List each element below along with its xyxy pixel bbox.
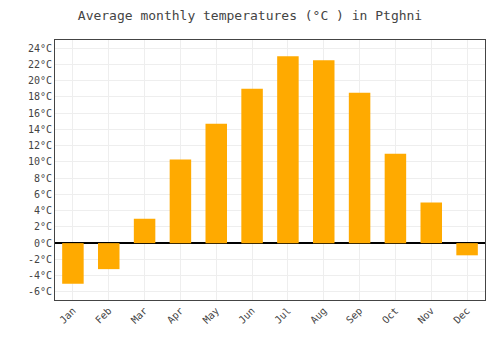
svg-text:Jul: Jul [272, 305, 293, 326]
svg-text:Dec: Dec [451, 305, 472, 326]
svg-text:12°C: 12°C [28, 140, 52, 151]
svg-text:Sep: Sep [344, 305, 365, 326]
svg-text:-4°C: -4°C [28, 270, 52, 281]
svg-text:Apr: Apr [165, 305, 186, 326]
svg-text:Average monthly temperatures (: Average monthly temperatures (°C ) in Pt… [78, 8, 422, 23]
svg-text:-2°C: -2°C [28, 254, 52, 265]
svg-text:14°C: 14°C [28, 124, 52, 135]
svg-text:2°C: 2°C [34, 221, 52, 232]
svg-text:0°C: 0°C [34, 238, 52, 249]
svg-text:-6°C: -6°C [28, 286, 52, 297]
svg-text:4°C: 4°C [34, 205, 52, 216]
svg-text:Jan: Jan [57, 305, 78, 326]
svg-text:22°C: 22°C [28, 59, 52, 70]
svg-text:18°C: 18°C [28, 91, 52, 102]
svg-text:Jun: Jun [236, 305, 257, 326]
svg-text:Aug: Aug [308, 305, 329, 326]
svg-text:10°C: 10°C [28, 156, 52, 167]
svg-text:Oct: Oct [380, 305, 401, 326]
svg-text:24°C: 24°C [28, 43, 52, 54]
svg-text:16°C: 16°C [28, 108, 52, 119]
svg-text:20°C: 20°C [28, 75, 52, 86]
svg-text:Feb: Feb [93, 305, 114, 326]
svg-text:6°C: 6°C [34, 189, 52, 200]
svg-text:Nov: Nov [416, 305, 437, 326]
svg-text:8°C: 8°C [34, 173, 52, 184]
svg-text:Mar: Mar [129, 305, 150, 326]
svg-text:May: May [201, 305, 222, 326]
